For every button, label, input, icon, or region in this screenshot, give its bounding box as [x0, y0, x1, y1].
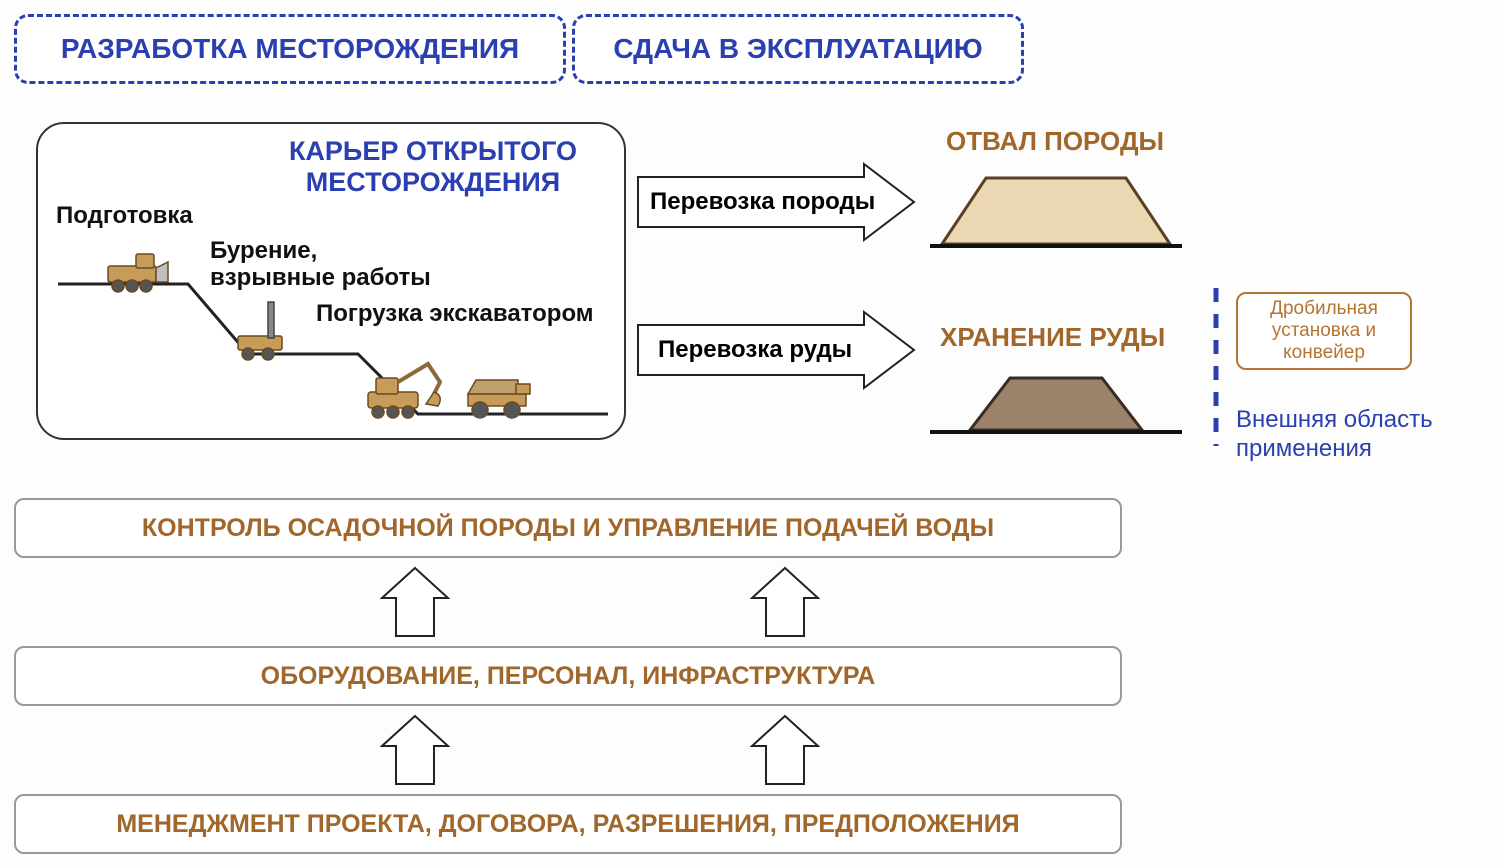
quarry-box: КАРЬЕР ОТКРЫТОГО МЕСТОРОЖДЕНИЯ Подготовк…: [36, 122, 626, 440]
bottom-row-2: МЕНЕДЖМЕНТ ПРОЕКТА, ДОГОВОРА, РАЗРЕШЕНИЯ…: [14, 794, 1122, 854]
pile-rock-icon: [926, 158, 1186, 254]
scope-divider-icon: [1210, 288, 1222, 446]
header-right-label: СДАЧА В ЭКСПЛУАТАЦИЮ: [613, 33, 982, 65]
bottom-row-0-label: КОНТРОЛЬ ОСАДОЧНОЙ ПОРОДЫ И УПРАВЛЕНИЕ П…: [142, 514, 994, 543]
step-prep-label: Подготовка: [56, 202, 193, 230]
header-left-box: РАЗРАБОТКА МЕСТОРОЖДЕНИЯ: [14, 14, 566, 84]
arrow-transport-rock-label: Перевозка породы: [650, 188, 875, 216]
scope-note: Внешняя область применения: [1236, 406, 1436, 464]
crusher-box-label: Дробильная установка и конвейер: [1270, 298, 1378, 363]
header-left-label: РАЗРАБОТКА МЕСТОРОЖДЕНИЯ: [61, 33, 519, 65]
arrow-transport-ore-label: Перевозка руды: [658, 336, 852, 364]
quarry-title: КАРЬЕР ОТКРЫТОГО МЕСТОРОЖДЕНИЯ: [248, 136, 618, 198]
up-arrow-1-1-icon: [750, 714, 820, 786]
header-right-box: СДАЧА В ЭКСПЛУАТАЦИЮ: [572, 14, 1024, 84]
up-arrow-0-1-icon: [750, 566, 820, 638]
crusher-box: Дробильная установка и конвейер: [1236, 292, 1412, 370]
up-arrow-1-0-icon: [380, 714, 450, 786]
quarry-terrain-icon: [48, 234, 618, 434]
bottom-row-0: КОНТРОЛЬ ОСАДОЧНОЙ ПОРОДЫ И УПРАВЛЕНИЕ П…: [14, 498, 1122, 558]
diagram-root: РАЗРАБОТКА МЕСТОРОЖДЕНИЯ СДАЧА В ЭКСПЛУА…: [10, 10, 1493, 858]
up-arrow-0-0-icon: [380, 566, 450, 638]
bottom-row-2-label: МЕНЕДЖМЕНТ ПРОЕКТА, ДОГОВОРА, РАЗРЕШЕНИЯ…: [116, 810, 1019, 839]
pile-rock-title: ОТВАЛ ПОРОДЫ: [946, 126, 1164, 157]
pile-ore-icon: [926, 354, 1186, 444]
pile-ore-title: ХРАНЕНИЕ РУДЫ: [940, 322, 1165, 353]
bottom-row-1-label: ОБОРУДОВАНИЕ, ПЕРСОНАЛ, ИНФРАСТРУКТУРА: [261, 662, 876, 691]
bottom-row-1: ОБОРУДОВАНИЕ, ПЕРСОНАЛ, ИНФРАСТРУКТУРА: [14, 646, 1122, 706]
